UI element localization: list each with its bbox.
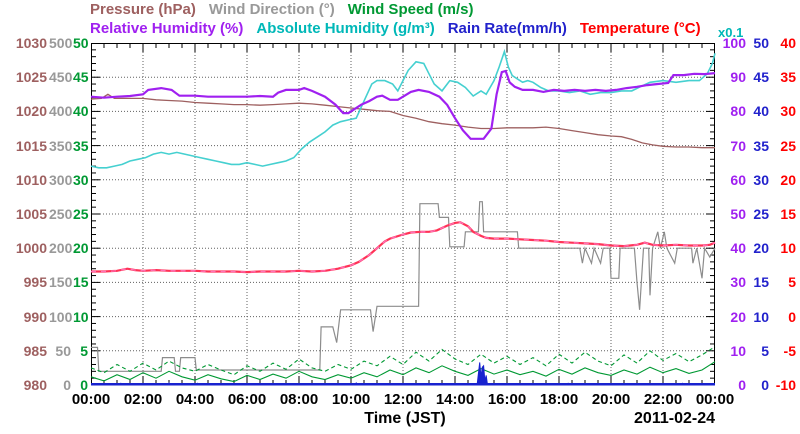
y-tick-rain-rate: 30 xyxy=(753,171,769,188)
y-tick-rain-rate: 10 xyxy=(753,308,769,325)
legend-relative-humidity: Relative Humidity (%) xyxy=(90,20,244,37)
date-label: 2011-02-24 xyxy=(634,410,715,427)
y-tick-pressure: 1005 xyxy=(15,206,47,222)
y-tick-wind-direction: 300 xyxy=(49,171,73,188)
y-tick-wind-direction: 400 xyxy=(49,103,73,120)
y-tick-wind-direction: 500 xyxy=(49,35,73,51)
series-pressure xyxy=(90,93,715,149)
y-tick-wind-speed: 0 xyxy=(80,377,88,393)
y-tick-temperature: 0 xyxy=(788,308,796,325)
y-tick-temperature: 20 xyxy=(780,171,796,188)
y-tick-wind-speed: 40 xyxy=(73,103,89,120)
x-tick-label: 18:00 xyxy=(539,391,579,408)
y-tick-wind-speed: 5 xyxy=(80,342,88,359)
y-tick-pressure: 985 xyxy=(23,342,47,359)
legend-wind-direction: Wind Direction (°) xyxy=(208,1,335,18)
legend-row-2: Relative Humidity (%) Absolute Humidity (… xyxy=(90,20,701,37)
y-tick-relative-humidity: 40 xyxy=(730,240,746,257)
y-tick-relative-humidity: 80 xyxy=(730,103,746,120)
x-tick-label: 06:00 xyxy=(227,391,267,408)
y-tick-pressure: 1015 xyxy=(15,137,47,154)
y-tick-wind-direction: 0 xyxy=(63,377,71,393)
y-tick-pressure: 1010 xyxy=(15,171,47,188)
y-tick-wind-direction: 50 xyxy=(55,342,71,359)
y-tick-pressure: 995 xyxy=(23,274,47,291)
y-tick-pressure: 990 xyxy=(23,308,47,325)
x-tick-label: 14:00 xyxy=(435,391,475,408)
y-tick-wind-speed: 20 xyxy=(73,240,89,257)
series-temperature-overlay xyxy=(91,221,716,273)
plot-area xyxy=(90,43,716,386)
multiplier-note: x0.1 xyxy=(718,25,744,40)
x-tick-label: 00:00 xyxy=(71,391,111,408)
y-tick-wind-direction: 350 xyxy=(49,137,73,154)
y-tick-relative-humidity: 30 xyxy=(730,274,746,291)
x-tick-label: 20:00 xyxy=(591,391,631,408)
y-tick-wind-speed: 50 xyxy=(73,35,89,51)
y-tick-temperature: 35 xyxy=(780,69,796,86)
y-tick-wind-direction: 150 xyxy=(49,274,73,291)
y-tick-rain-rate: 0 xyxy=(761,377,769,393)
y-tick-relative-humidity: 10 xyxy=(730,342,746,359)
x-tick-label: 02:00 xyxy=(123,391,163,408)
y-tick-temperature: -10 xyxy=(775,377,796,393)
y-tick-rain-rate: 45 xyxy=(753,69,769,86)
y-tick-temperature: 30 xyxy=(780,103,796,120)
y-tick-relative-humidity: 50 xyxy=(730,206,746,222)
y-tick-relative-humidity: 100 xyxy=(722,35,746,51)
y-tick-temperature: -5 xyxy=(783,342,796,359)
y-tick-temperature: 10 xyxy=(780,240,796,257)
x-tick-label: 04:00 xyxy=(175,391,215,408)
y-tick-rain-rate: 50 xyxy=(753,35,769,51)
x-tick-label: 16:00 xyxy=(487,391,527,408)
y-tick-rain-rate: 5 xyxy=(761,342,769,359)
y-tick-rain-rate: 20 xyxy=(753,240,769,257)
y-tick-relative-humidity: 90 xyxy=(730,69,746,86)
y-tick-wind-speed: 35 xyxy=(73,137,89,154)
y-tick-wind-speed: 10 xyxy=(73,308,89,325)
y-tick-temperature: 5 xyxy=(788,274,796,291)
y-tick-rain-rate: 15 xyxy=(753,274,769,291)
series-relative-humidity xyxy=(90,69,716,140)
y-tick-rain-rate: 35 xyxy=(753,137,769,154)
series-absolute-humidity xyxy=(90,48,716,169)
y-tick-temperature: 40 xyxy=(780,35,796,51)
legend-row-1: Pressure (hPa) Wind Direction (°) Wind Spe… xyxy=(90,1,473,18)
legend-pressure-hpa: Pressure (hPa) xyxy=(90,1,196,18)
y-tick-relative-humidity: 60 xyxy=(730,171,746,188)
y-tick-wind-speed: 30 xyxy=(73,171,89,188)
legend-temperature-c: Temperature (°C) xyxy=(579,20,701,37)
legend-wind-speed-m-s: Wind Speed (m/s) xyxy=(347,1,474,18)
y-tick-pressure: 1000 xyxy=(15,240,47,257)
x-tick-label: 00:00 xyxy=(695,391,735,408)
x-axis-title: Time (JST) xyxy=(364,410,446,427)
y-tick-temperature: 15 xyxy=(780,206,796,222)
y-tick-wind-direction: 250 xyxy=(49,206,73,222)
y-tick-rain-rate: 40 xyxy=(753,103,769,120)
y-tick-relative-humidity: 70 xyxy=(730,137,746,154)
y-tick-rain-rate: 25 xyxy=(753,206,769,222)
x-tick-label: 10:00 xyxy=(331,391,371,408)
y-tick-relative-humidity: 0 xyxy=(738,377,746,393)
y-tick-pressure: 1020 xyxy=(15,103,47,120)
y-tick-wind-speed: 15 xyxy=(73,274,89,291)
series-wind-direction xyxy=(91,201,716,372)
y-tick-wind-speed: 25 xyxy=(73,206,89,222)
y-tick-relative-humidity: 20 xyxy=(730,308,746,325)
legend-rain-rate-mm-h: Rain Rate(mm/h) xyxy=(447,20,567,37)
x-tick-label: 12:00 xyxy=(383,391,423,408)
y-tick-temperature: 25 xyxy=(780,137,796,154)
y-tick-pressure: 1030 xyxy=(15,35,47,51)
y-tick-wind-direction: 200 xyxy=(49,240,73,257)
y-tick-pressure: 1025 xyxy=(15,69,47,86)
y-tick-wind-direction: 450 xyxy=(49,69,73,86)
series-wind-speed xyxy=(90,361,716,383)
y-tick-wind-direction: 100 xyxy=(49,308,73,325)
y-tick-pressure: 980 xyxy=(23,377,47,393)
x-tick-label: 08:00 xyxy=(279,391,319,408)
x-tick-label: 22:00 xyxy=(643,391,683,408)
legend-absolute-humidity-g-m: Absolute Humidity (g/m³) xyxy=(256,20,435,37)
y-tick-wind-speed: 45 xyxy=(73,69,89,86)
